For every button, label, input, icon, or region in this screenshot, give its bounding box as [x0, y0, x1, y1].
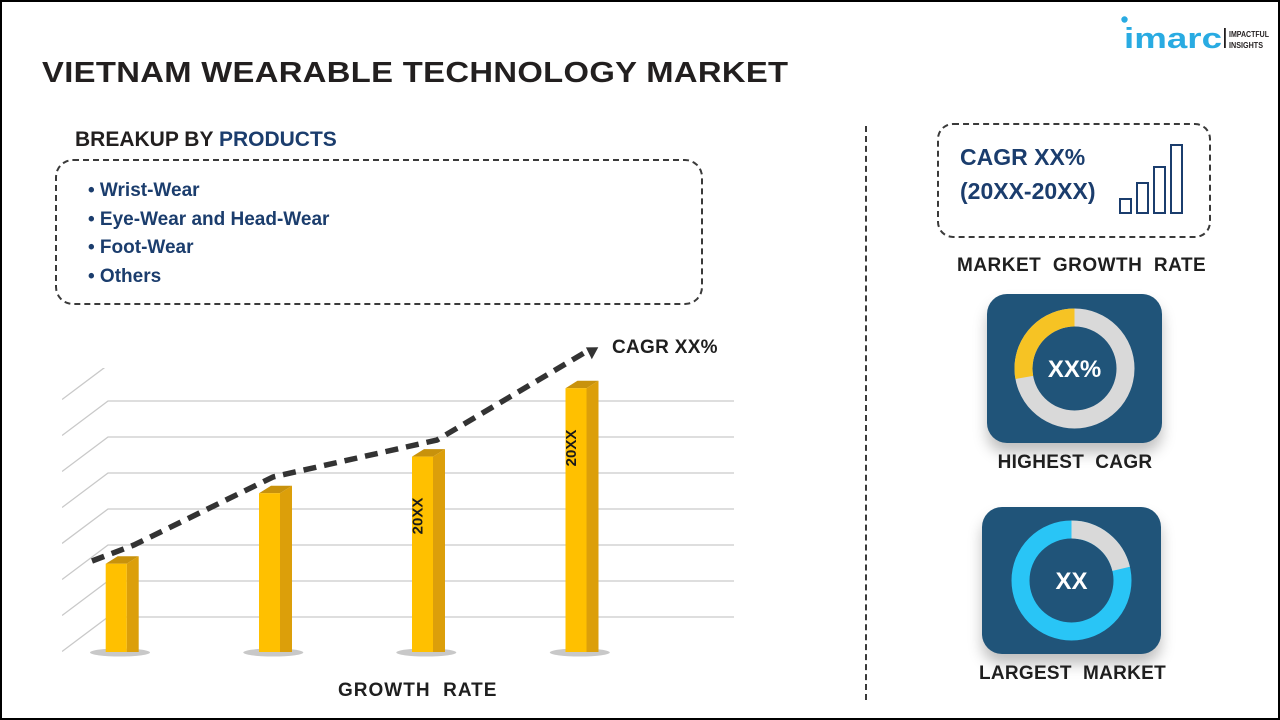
svg-text:IMPACTFUL: IMPACTFUL [1229, 29, 1269, 39]
svg-text:XX%: XX% [1048, 356, 1101, 383]
svg-text:INSIGHTS: INSIGHTS [1229, 40, 1263, 50]
svg-text:XX: XX [1055, 568, 1087, 595]
svg-text:20XX: 20XX [410, 498, 427, 535]
svg-text:imarc: imarc [1124, 23, 1222, 55]
svg-text:20XX: 20XX [563, 430, 580, 467]
